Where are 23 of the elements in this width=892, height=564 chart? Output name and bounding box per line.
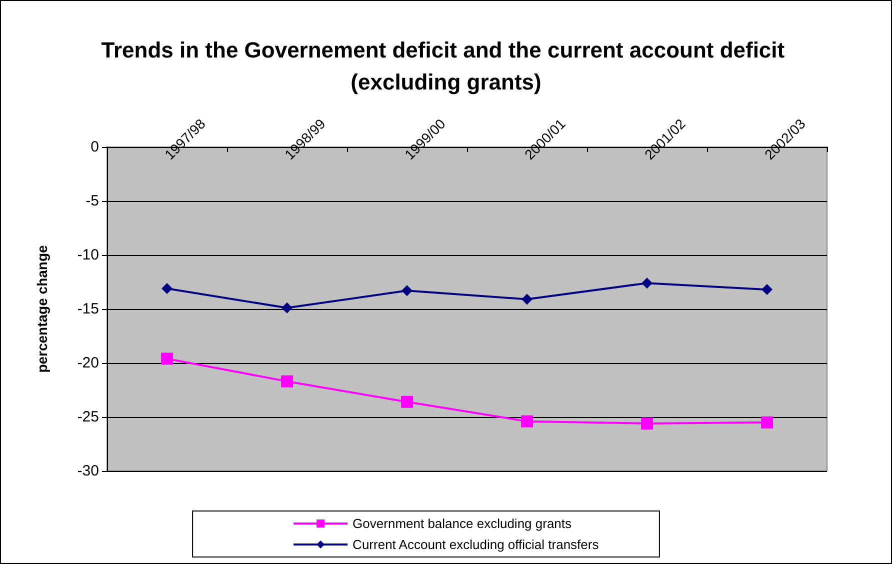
- point: [402, 285, 412, 296]
- point: [521, 415, 533, 428]
- point: [162, 282, 172, 294]
- point: [761, 416, 773, 428]
- y-tick-label: -25: [77, 408, 99, 426]
- chart-title: Trends in the Governement deficit and the current account deficit (excluding grants): [101, 38, 791, 94]
- point: [281, 375, 293, 388]
- y-tick-label: -20: [77, 354, 99, 372]
- point: [161, 352, 173, 365]
- y-tick-label: 0: [90, 138, 99, 156]
- y-tick-label: -5: [86, 192, 99, 210]
- point: [282, 302, 292, 314]
- point: [762, 284, 772, 296]
- point: [641, 417, 653, 430]
- y-tick-label: -30: [77, 462, 99, 480]
- legend-label: Current Account excluding official transfers: [352, 537, 600, 552]
- y-tick-label: -10: [77, 246, 99, 264]
- y-tick-label: -15: [77, 300, 99, 318]
- point: [401, 396, 413, 408]
- point: [522, 294, 532, 305]
- legend-label: Government balance excluding grants: [352, 516, 572, 531]
- point: [642, 278, 652, 289]
- y-axis-title: percentage change: [34, 244, 50, 373]
